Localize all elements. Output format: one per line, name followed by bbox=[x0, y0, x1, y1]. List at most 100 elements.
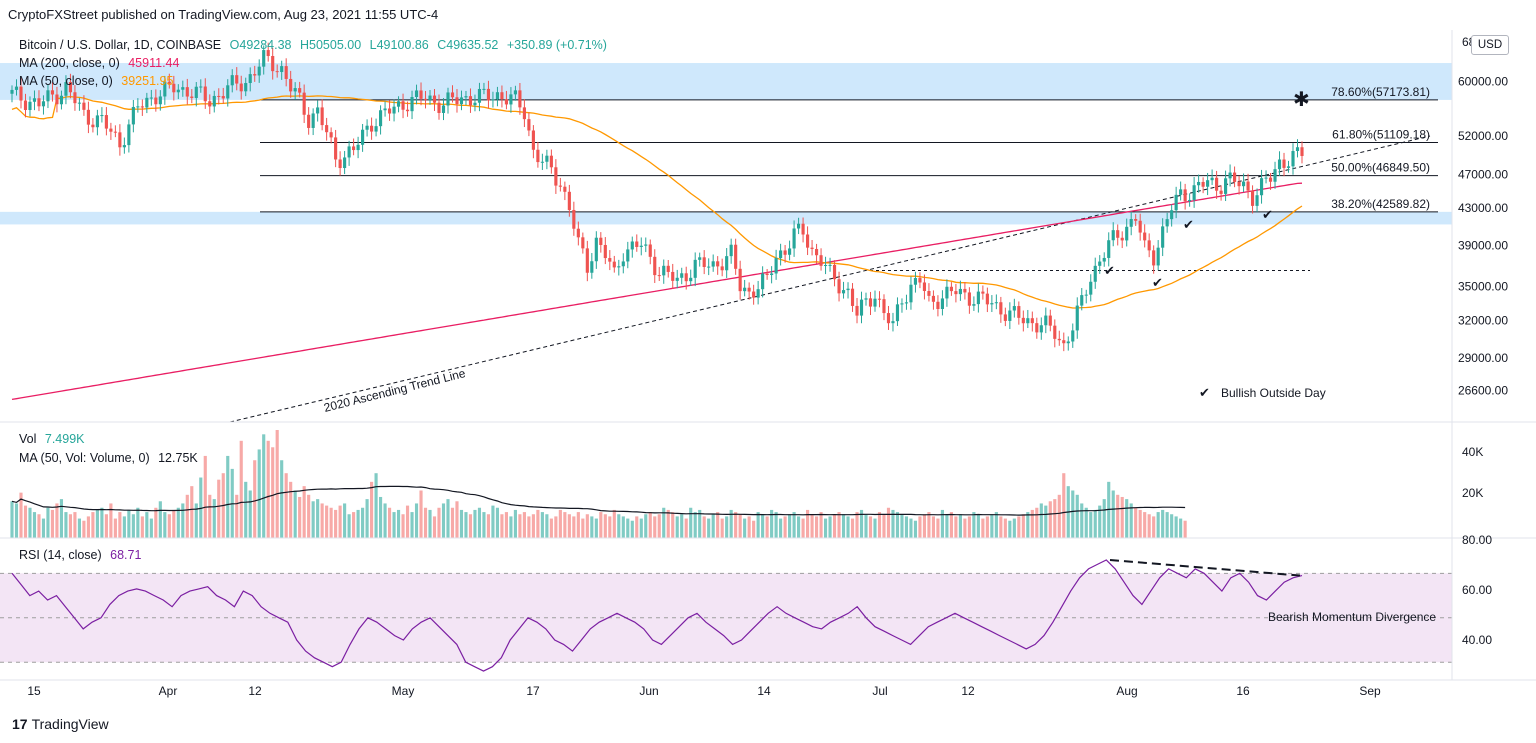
candle-body bbox=[859, 299, 864, 316]
candle-body bbox=[792, 228, 796, 249]
candle-body bbox=[203, 86, 207, 102]
candle-body bbox=[936, 301, 940, 309]
volume-bar bbox=[280, 460, 284, 538]
volume-bar bbox=[707, 518, 711, 538]
volma-row: MA (50, Vol: Volume, 0) 12.75K bbox=[19, 451, 203, 465]
candle-body bbox=[91, 124, 95, 128]
candle-body bbox=[689, 277, 693, 282]
candle-body bbox=[976, 291, 980, 305]
volume-bar bbox=[491, 505, 495, 538]
volume-bar bbox=[140, 516, 144, 538]
volume-bar bbox=[68, 514, 73, 538]
candle-body bbox=[954, 291, 958, 295]
time-tick-label: 17 bbox=[526, 684, 540, 698]
volume-bar bbox=[1093, 509, 1097, 538]
volume-bar bbox=[338, 505, 342, 538]
ma50-label: MA (50, close, 0) bbox=[19, 74, 113, 88]
volume-bar bbox=[50, 509, 55, 538]
candle-body bbox=[1080, 295, 1084, 306]
volume-bar bbox=[226, 455, 230, 538]
currency-button[interactable]: USD bbox=[1471, 35, 1509, 55]
candle-body bbox=[1111, 230, 1115, 241]
candle-body bbox=[558, 185, 562, 187]
candle-body bbox=[181, 87, 185, 90]
candle-body bbox=[280, 66, 284, 73]
candle-body bbox=[311, 113, 315, 128]
candle-body bbox=[131, 106, 135, 125]
volume-bar bbox=[1116, 494, 1120, 538]
volume-bar bbox=[86, 516, 90, 538]
bullish-outside-day-check-3: ✔ bbox=[1262, 208, 1273, 223]
volume-bar bbox=[302, 486, 306, 538]
volume-bar bbox=[981, 518, 985, 538]
time-tick-label: 12 bbox=[248, 684, 262, 698]
volume-bar bbox=[176, 507, 180, 538]
candle-body bbox=[864, 298, 868, 300]
price-tick-label: 47000.00 bbox=[1458, 167, 1508, 181]
candle-body bbox=[644, 244, 648, 246]
candle-body bbox=[761, 273, 765, 290]
volume-bar bbox=[284, 473, 288, 538]
candle-body bbox=[868, 298, 873, 307]
volume-bar bbox=[131, 514, 135, 538]
candle-body bbox=[743, 287, 747, 292]
volume-bar bbox=[720, 518, 724, 538]
candle-body bbox=[1170, 210, 1174, 220]
rsi-tick-label: 80.00 bbox=[1462, 533, 1492, 547]
candle-body bbox=[877, 298, 882, 300]
ma50-row: MA (50, close, 0) 39251.95 bbox=[19, 74, 178, 88]
volume-bar bbox=[1030, 509, 1034, 538]
candle-body bbox=[963, 288, 967, 293]
volume-bar bbox=[837, 512, 841, 538]
volume-bar bbox=[976, 514, 980, 538]
legend-bullish-outside-day: Bullish Outside Day bbox=[1221, 386, 1326, 400]
candle-body bbox=[441, 105, 446, 113]
candle-body bbox=[432, 95, 437, 103]
volume-bar bbox=[352, 512, 356, 538]
volume-bar bbox=[1012, 518, 1016, 538]
volume-bar bbox=[167, 514, 171, 538]
candle-body bbox=[788, 248, 792, 255]
volume-bar bbox=[1044, 505, 1048, 538]
tradingview-logo[interactable]: 17 TradingView bbox=[12, 716, 109, 732]
candle-body bbox=[518, 90, 522, 108]
candle-body bbox=[509, 94, 513, 105]
rsi-tick-label: 40.00 bbox=[1462, 633, 1492, 647]
candle-body bbox=[504, 99, 508, 105]
candle-body bbox=[387, 108, 392, 114]
volume-bar bbox=[581, 518, 585, 538]
candle-body bbox=[711, 261, 715, 267]
volume-bar bbox=[940, 509, 944, 538]
bearish-divergence-line bbox=[1109, 559, 1301, 577]
volume-bar bbox=[91, 512, 95, 538]
candle-body bbox=[630, 241, 634, 250]
volume-bar bbox=[653, 516, 657, 538]
candle-body bbox=[1102, 257, 1106, 262]
candle-body bbox=[810, 247, 814, 249]
rsi-row: RSI (14, close) 68.71 bbox=[19, 548, 146, 562]
volume-panel bbox=[10, 430, 1187, 538]
volume-bar bbox=[374, 473, 378, 538]
candle-body bbox=[927, 291, 931, 296]
volume-bar bbox=[343, 503, 347, 538]
vol-row: Vol 7.499K bbox=[19, 432, 90, 446]
volume-bar bbox=[32, 512, 37, 538]
candle-body bbox=[423, 98, 428, 101]
volume-bar bbox=[522, 512, 526, 538]
candle-body bbox=[217, 95, 221, 97]
candle-body bbox=[891, 321, 895, 324]
volume-bar bbox=[1084, 507, 1088, 538]
time-tick-label: 16 bbox=[1236, 684, 1250, 698]
candle-body bbox=[244, 83, 248, 92]
volume-bar bbox=[945, 514, 949, 538]
candle-body bbox=[648, 244, 652, 257]
candle-body bbox=[28, 101, 32, 111]
volume-bar bbox=[113, 518, 117, 538]
candle-body bbox=[23, 100, 28, 111]
volume-bar bbox=[877, 512, 882, 538]
candle-body bbox=[1071, 330, 1075, 342]
time-tick-label: Sep bbox=[1359, 684, 1381, 698]
volume-bar bbox=[181, 503, 185, 538]
candle-body bbox=[1044, 315, 1048, 326]
